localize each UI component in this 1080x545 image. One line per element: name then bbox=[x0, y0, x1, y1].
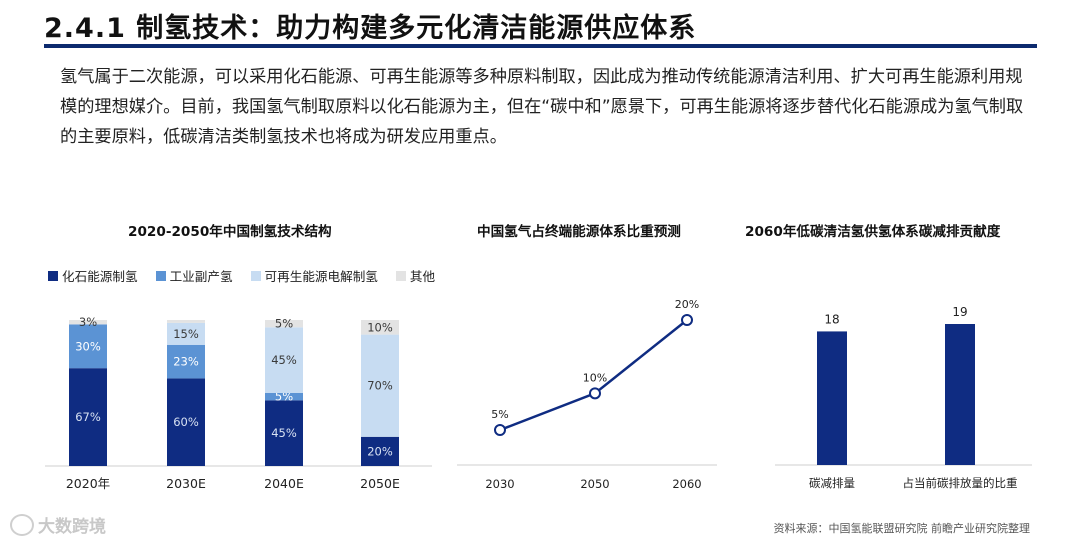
chart1-data-label: 23% bbox=[173, 355, 199, 369]
chart2-data-label: 5% bbox=[491, 408, 508, 421]
chart3-title: 2060年低碳清洁氢供氢体系碳减排贡献度 bbox=[745, 224, 1001, 240]
legend-swatch-fossil bbox=[48, 270, 58, 281]
chart1-bar-segment bbox=[167, 322, 205, 345]
chart1-bar-segment bbox=[265, 400, 303, 466]
chart1-bar-segment bbox=[167, 320, 205, 323]
chart1-data-label: 20% bbox=[367, 444, 393, 458]
chart1-legend: 化石能源制氢 工业副产氢 可再生能源电解制氢 其他 bbox=[48, 266, 435, 285]
chart1-title: 2020-2050年中国制氢技术结构 bbox=[128, 224, 332, 240]
chart2-category-label: 2060 bbox=[672, 477, 701, 491]
chart2-category-label: 2050 bbox=[580, 477, 609, 491]
chart1-bar-segment bbox=[69, 320, 107, 325]
legend-item-other: 其他 bbox=[395, 266, 436, 285]
legend-swatch-other bbox=[395, 270, 406, 281]
legend-item-fossil: 化石能源制氢 bbox=[48, 266, 138, 285]
chart3-bar: 18 碳减排量 19 占当前碳排放量的比重 bbox=[775, 305, 1032, 490]
chart1-data-label: 45% bbox=[271, 426, 297, 440]
legend-swatch-renewable bbox=[250, 270, 261, 281]
source-note: 资料来源：中国氢能联盟研究院 前瞻产业研究院整理 bbox=[773, 522, 1031, 535]
chart2-data-label: 20% bbox=[675, 298, 699, 311]
legend-swatch-industrial bbox=[155, 270, 166, 281]
chart1-bar-segment bbox=[361, 334, 399, 437]
chart1-bar-segment bbox=[69, 368, 107, 466]
chart1-bar-segment bbox=[361, 320, 399, 335]
chart1-bar-segment bbox=[167, 344, 205, 379]
chart1-category-label: 2040E bbox=[264, 476, 304, 491]
chart3-bar bbox=[817, 331, 847, 465]
chart1-data-label: 5% bbox=[275, 390, 293, 404]
legend-label-fossil: 化石能源制氢 bbox=[62, 269, 138, 284]
chart1-data-label: 67% bbox=[75, 410, 101, 424]
chart1-bar-segment bbox=[361, 436, 399, 466]
chart1-data-label: 15% bbox=[173, 327, 199, 341]
chart3-category-label: 碳减排量 bbox=[809, 476, 855, 490]
chart1-bar-segment bbox=[69, 324, 107, 369]
chart1-category-label: 2050E bbox=[360, 476, 400, 491]
chart1-data-label: 3% bbox=[79, 315, 97, 329]
chart3-data-label: 18 bbox=[824, 312, 839, 326]
chart1-data-label: 45% bbox=[271, 353, 297, 367]
legend-label-industrial: 工业副产氢 bbox=[169, 269, 233, 284]
chart1-bar-segment bbox=[167, 378, 205, 466]
chart1-bar-segment bbox=[265, 320, 303, 328]
chart2-category-label: 2030 bbox=[485, 477, 514, 491]
chart1-data-label: 60% bbox=[173, 415, 199, 429]
chart2-point bbox=[681, 314, 693, 326]
page-title: 2.4.1 制氢技术：助力构建多元化清洁能源供应体系 bbox=[44, 13, 697, 44]
title-divider bbox=[44, 44, 1037, 48]
chart1-data-label: 10% bbox=[367, 320, 393, 334]
chart1-category-label: 2020年 bbox=[66, 476, 110, 491]
chart2-point bbox=[494, 424, 506, 436]
chart1-category-label: 2030E bbox=[166, 476, 206, 491]
chart1-data-label: 30% bbox=[75, 339, 101, 353]
chart3-category-label: 占当前碳排放量的比重 bbox=[903, 476, 1018, 490]
chart2-data-label: 10% bbox=[583, 371, 607, 384]
legend-label-renewable: 可再生能源电解制氢 bbox=[264, 269, 378, 284]
chart3-bar bbox=[945, 324, 975, 465]
legend-item-renewable: 可再生能源电解制氢 bbox=[250, 266, 378, 285]
chart3-data-label: 19 bbox=[952, 305, 967, 319]
intro-paragraph: 氢气属于二次能源，可以采用化石能源、可再生能源等多种原料制取，因此成为推动传统能… bbox=[60, 67, 1024, 147]
legend-item-industrial: 工业副产氢 bbox=[155, 266, 233, 285]
watermark-logo-icon bbox=[10, 513, 34, 536]
chart2-line: 5% 2030 10% 2050 20% 2060 bbox=[457, 298, 717, 491]
chart2-title: 中国氢气占终端能源体系比重预测 bbox=[477, 224, 681, 240]
chart1-data-label: 70% bbox=[367, 379, 393, 393]
chart1-stacked-bar: 67% 30% 3% 2020年 60% 23% 15% 2030E 45% 5% 45% 5% 204… bbox=[45, 315, 432, 491]
chart1-bar-segment bbox=[265, 393, 303, 401]
watermark-text: 大数跨境 bbox=[38, 517, 106, 537]
chart1-bar-segment bbox=[265, 327, 303, 393]
chart2-point bbox=[589, 387, 601, 400]
watermark: 大数跨境 bbox=[10, 512, 106, 537]
chart1-data-label: 5% bbox=[275, 317, 293, 331]
legend-label-other: 其他 bbox=[409, 269, 436, 284]
